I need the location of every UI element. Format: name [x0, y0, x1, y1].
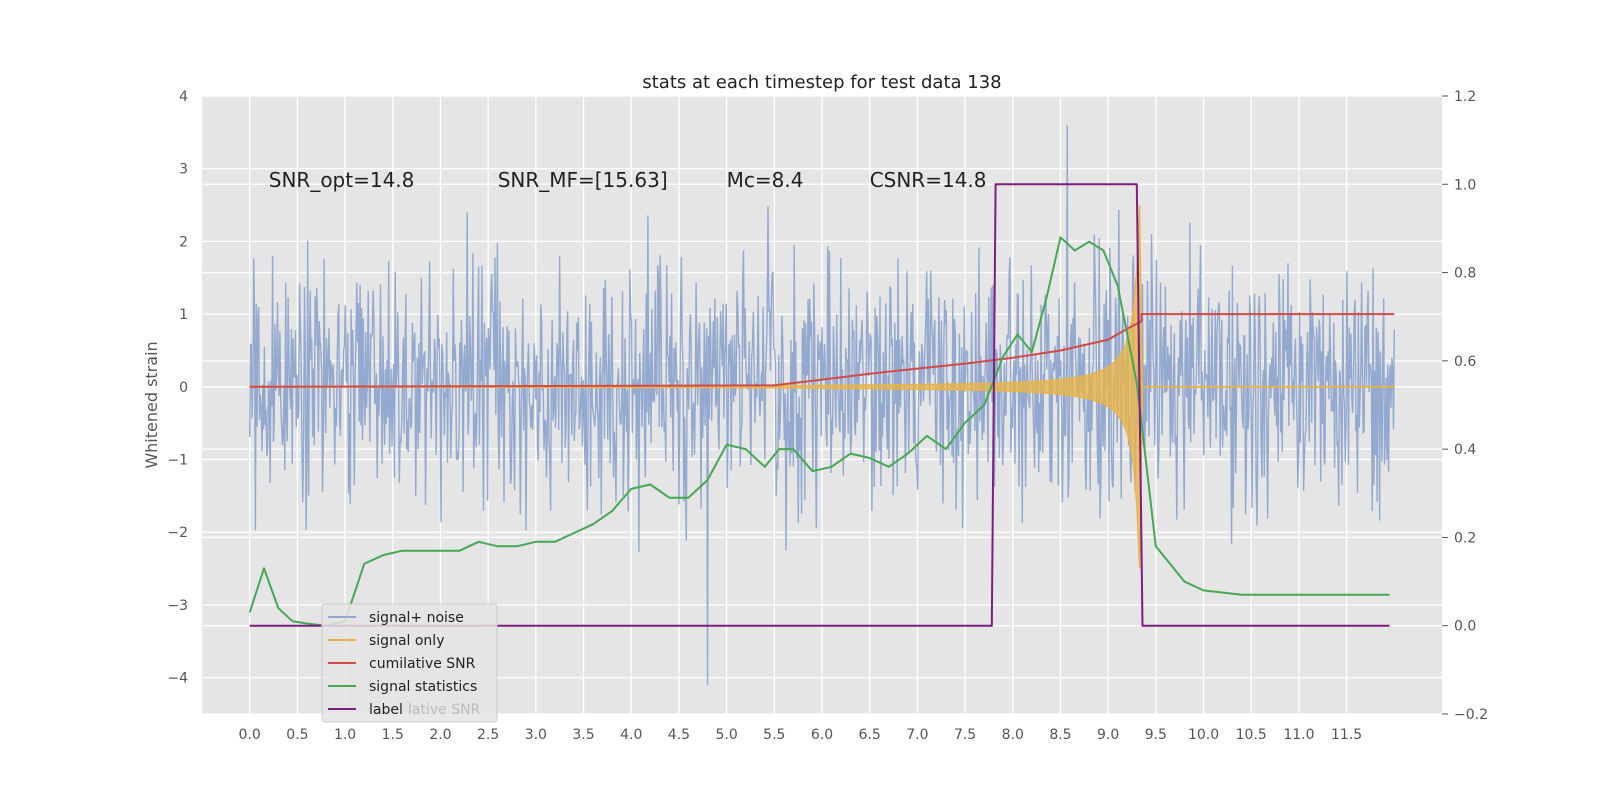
- x-tick-label: 1.0: [334, 727, 356, 743]
- x-tick-label: 10.5: [1236, 727, 1267, 743]
- x-tick-label: 6.0: [811, 727, 833, 743]
- series-signal-statistics: [248, 236, 1390, 627]
- y2-tick-label: 0.6: [1454, 354, 1476, 370]
- x-tick-label: 0.5: [286, 727, 308, 743]
- x-tick-label: 6.5: [859, 727, 881, 743]
- x-tick-label: 7.0: [906, 727, 928, 743]
- annotation: SNR_MF=[15.63]: [498, 168, 668, 192]
- series-label: [249, 183, 1390, 627]
- annotation: SNR_opt=14.8: [269, 168, 415, 192]
- x-tick-label: 11.5: [1331, 727, 1362, 743]
- x-tick-label: 5.5: [763, 727, 785, 743]
- y2-tick-label: 0.2: [1454, 530, 1476, 546]
- legend-label: signal+ noise: [369, 610, 464, 626]
- y-tick-label: 4: [179, 89, 188, 105]
- legend-label: cumilative SNR: [369, 656, 476, 672]
- x-tick-label: 9.5: [1145, 727, 1167, 743]
- x-tick-label: 3.5: [572, 727, 594, 743]
- x-tick-label: 7.5: [954, 727, 976, 743]
- legend-label: label: [369, 702, 403, 718]
- series-cumulative-snr: [249, 313, 1395, 388]
- y-axis-label: Whitened strain: [142, 341, 161, 468]
- x-tick-label: 8.0: [1002, 727, 1024, 743]
- annotations: SNR_opt=14.8 SNR_MF=[15.63] Mc=8.4 CSNR=14.…: [269, 168, 987, 192]
- x-tick-label: 0.0: [239, 727, 261, 743]
- x-tick-label: 10.0: [1188, 727, 1219, 743]
- y-tick-label: −3: [167, 598, 188, 614]
- x-tick-label: 2.0: [429, 727, 451, 743]
- y2-tick-label: 1.0: [1454, 177, 1476, 193]
- x-tick-label: 2.5: [477, 727, 499, 743]
- chart-title: stats at each timestep for test data 138: [642, 72, 1001, 93]
- y-tick-label: −4: [167, 671, 188, 687]
- y2-tick-label: −0.2: [1454, 707, 1488, 723]
- series-signal-noise: [249, 125, 1395, 685]
- legend-label: signal only: [369, 633, 444, 649]
- y2-tick-label: 0.4: [1454, 442, 1476, 458]
- y2-tick-label: 1.2: [1454, 89, 1476, 105]
- x-tick-label: 4.5: [668, 727, 690, 743]
- legend-ghost-label: lative SNR: [408, 702, 481, 718]
- x-tick-label: 8.5: [1049, 727, 1071, 743]
- y-tick-label: 2: [179, 234, 188, 250]
- x-tick-label: 3.0: [525, 727, 547, 743]
- legend-box: [321, 603, 498, 723]
- y-tick-label: −2: [167, 525, 188, 541]
- x-tick-label: 1.5: [382, 727, 404, 743]
- annotation: Mc=8.4: [727, 168, 804, 192]
- y-tick-label: 1: [179, 307, 188, 323]
- x-tick-label: 9.0: [1097, 727, 1119, 743]
- axes: 0.0 0.5 1.0 1.5 2.0 2.5 3.0 3.5 4.0 4.5 5.0 5.5 6.0 6…: [167, 89, 1488, 743]
- y-tick-label: −1: [167, 453, 188, 469]
- plot-data: [248, 125, 1395, 685]
- y-tick-label: 0: [179, 380, 188, 396]
- annotation: CSNR=14.8: [870, 168, 987, 192]
- y-tick-label: 3: [179, 162, 188, 178]
- y2-tick-label: 0.0: [1454, 619, 1476, 635]
- x-tick-label: 4.0: [620, 727, 642, 743]
- legend-label: signal statistics: [369, 679, 477, 695]
- legend: signal+ noise signal only cumilative SNR si…: [321, 603, 498, 723]
- x-tick-label: 11.0: [1283, 727, 1314, 743]
- x-tick-label: 5.0: [715, 727, 737, 743]
- y2-tick-label: 0.8: [1454, 266, 1476, 282]
